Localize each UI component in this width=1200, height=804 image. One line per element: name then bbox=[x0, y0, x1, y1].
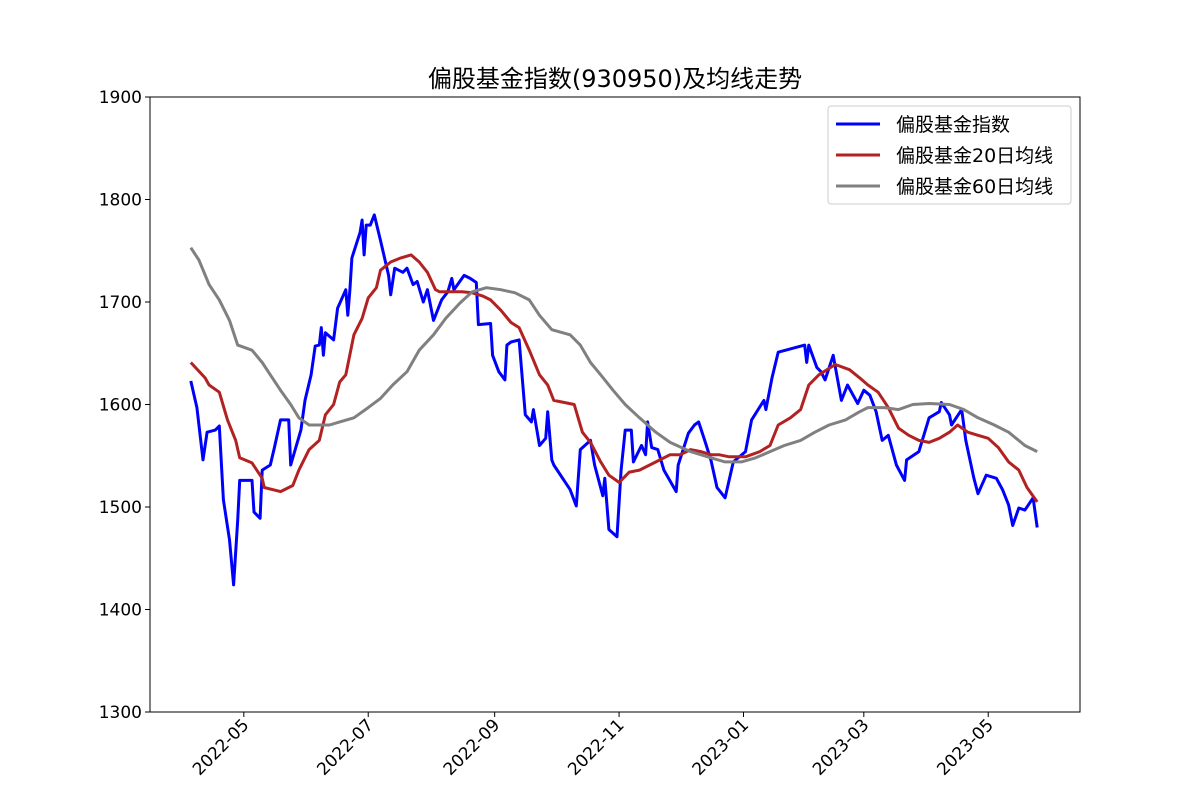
series-line-1 bbox=[189, 253, 1039, 503]
chart-title: 偏股基金指数(930950)及均线走势 bbox=[428, 65, 802, 93]
series-lines bbox=[189, 213, 1039, 587]
y-tick-label: 1700 bbox=[99, 293, 142, 313]
series-line-2 bbox=[189, 246, 1038, 464]
x-tick-label: 2023-03 bbox=[809, 715, 873, 779]
x-tick-label: 2022-09 bbox=[440, 715, 504, 779]
y-axis: 1300 1400 1500 1600 1700 1800 1900 bbox=[99, 88, 150, 723]
y-tick-label: 1300 bbox=[99, 703, 142, 723]
legend-label-ma60: 偏股基金60日均线 bbox=[896, 176, 1053, 198]
y-tick-label: 1400 bbox=[99, 601, 142, 621]
legend: 偏股基金指数 偏股基金20日均线 偏股基金60日均线 bbox=[827, 105, 1072, 205]
legend-frame bbox=[827, 105, 1072, 205]
x-tick-label: 2023-05 bbox=[933, 715, 997, 779]
y-tick-label: 1800 bbox=[99, 191, 142, 211]
y-tick-label: 1500 bbox=[99, 498, 142, 518]
series-line-0 bbox=[189, 213, 1039, 587]
x-axis: 2022-05 2022-07 2022-09 2022-11 2023-01 2023-… bbox=[189, 712, 998, 780]
y-tick-label: 1900 bbox=[99, 88, 142, 108]
legend-label-index: 偏股基金指数 bbox=[896, 114, 1010, 136]
x-tick-label: 2023-01 bbox=[689, 715, 753, 779]
x-tick-label: 2022-07 bbox=[313, 715, 377, 779]
x-tick-label: 2022-11 bbox=[564, 715, 628, 779]
legend-label-ma20: 偏股基金20日均线 bbox=[896, 145, 1053, 167]
y-tick-label: 1600 bbox=[99, 396, 142, 416]
x-tick-label: 2022-05 bbox=[189, 715, 253, 779]
